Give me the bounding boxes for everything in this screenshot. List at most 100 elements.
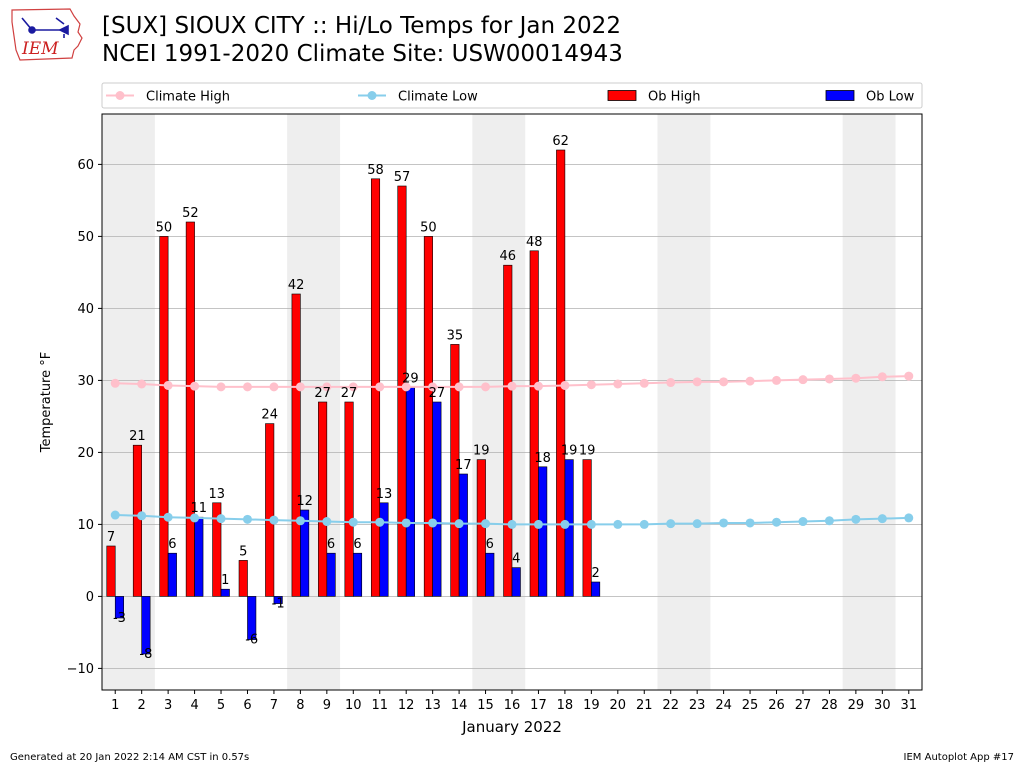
legend-label: Ob Low — [866, 90, 915, 105]
ob-high-bar — [344, 401, 354, 597]
climate-high-point — [348, 382, 358, 392]
y-tick-label: 10 — [77, 518, 94, 533]
x-tick-label: 5 — [217, 698, 225, 713]
ob-low-label: 19 — [561, 444, 578, 459]
climate-low-point — [295, 516, 305, 526]
climate-high-point — [904, 371, 914, 381]
climate-low-point — [666, 519, 676, 529]
ob-low-label: 27 — [429, 386, 446, 401]
climate-low-point — [613, 519, 623, 529]
climate-low-point — [586, 519, 596, 529]
ob-high-label: 52 — [182, 206, 199, 221]
weekend-shading — [102, 114, 896, 690]
climate-low-point — [348, 517, 358, 527]
ob-low-label: 12 — [296, 494, 313, 509]
ob-low-label: 4 — [512, 552, 520, 567]
ob-high-label: 21 — [129, 429, 146, 444]
climate-high-point — [613, 379, 623, 389]
x-tick-label: 20 — [610, 698, 627, 713]
climate-low-point — [322, 517, 332, 527]
climate-high-point — [533, 381, 543, 391]
climate-high-point — [163, 380, 173, 390]
ob-low-bar — [326, 552, 336, 597]
climate-low-point — [560, 519, 570, 529]
climate-low-point — [639, 519, 649, 529]
x-tick-label: 1 — [111, 698, 119, 713]
ob-high-bar — [476, 459, 486, 597]
logo-text: IEM — [21, 39, 59, 59]
ob-low-label: 17 — [455, 458, 472, 473]
ob-high-label: 24 — [261, 408, 278, 423]
climate-high-point — [877, 372, 887, 382]
climate-high-point — [481, 382, 491, 392]
climate-high-point — [242, 382, 252, 392]
ob-high-bar — [132, 444, 142, 597]
ob-low-label: -3 — [113, 611, 126, 626]
climate-high-point — [824, 374, 834, 384]
climate-high-point — [666, 378, 676, 388]
ob-low-label: 18 — [534, 451, 551, 466]
ob-high-bar — [212, 502, 222, 597]
x-tick-label: 3 — [164, 698, 172, 713]
x-tick-label: 14 — [451, 698, 468, 713]
ob-low-bar — [352, 552, 363, 597]
climate-low-point — [533, 519, 543, 529]
ob-high-label: 46 — [499, 249, 516, 264]
x-tick-label: 31 — [901, 698, 918, 713]
ob-high-bar — [291, 293, 301, 597]
bars — [106, 149, 601, 655]
ob-low-bar — [538, 466, 548, 597]
legend-marker-swatch — [115, 91, 125, 100]
y-tick-label: 0 — [86, 590, 94, 605]
ob-low-bar — [458, 473, 468, 597]
weekend-shade — [472, 114, 526, 690]
ob-high-label: 5 — [239, 544, 247, 559]
ob-low-bar — [591, 581, 601, 597]
climate-low-point — [692, 519, 702, 529]
ob-low-bar — [114, 596, 124, 619]
ob-low-bar — [141, 596, 151, 655]
x-tick-label: 23 — [689, 698, 706, 713]
climate-high-point — [851, 373, 861, 383]
ob-low-label: 29 — [402, 372, 419, 387]
ob-low-label: 2 — [591, 566, 599, 581]
climate-low-point — [428, 518, 438, 528]
generated-note: Generated at 20 Jan 2022 2:14 AM CST in … — [10, 752, 250, 763]
climate-high-point — [375, 382, 385, 392]
climate-high-point — [190, 381, 200, 391]
ob-low-label: 6 — [168, 537, 176, 552]
ob-low-label: 6 — [327, 537, 335, 552]
climate-high-point — [586, 380, 596, 390]
climate-low-point — [798, 517, 808, 527]
legend-label: Ob High — [648, 90, 701, 105]
iowa-state-outline-icon — [11, 8, 83, 61]
climate-high-point — [798, 375, 808, 385]
ob-low-label: -1 — [272, 597, 285, 612]
y-tick-label: 40 — [77, 302, 94, 317]
ob-high-label: 19 — [579, 444, 596, 459]
x-tick-label: 17 — [530, 698, 547, 713]
ob-high-label: 62 — [552, 134, 569, 149]
climate-high-point — [269, 382, 279, 392]
x-tick-label: 27 — [795, 698, 812, 713]
climate-high-point — [322, 382, 332, 392]
climate-low-point — [137, 511, 147, 521]
ob-high-bar — [106, 545, 116, 597]
climate-high-line — [115, 375, 909, 388]
ob-low-bar — [167, 552, 177, 597]
climate-high-point — [428, 382, 438, 392]
ob-high-bar — [318, 401, 328, 597]
ob-low-bar — [300, 509, 310, 597]
weekend-shade — [102, 114, 155, 690]
x-tick-label: 22 — [662, 698, 679, 713]
climate-high-point — [772, 375, 782, 385]
legend-box — [101, 82, 923, 109]
ob-low-bar — [220, 588, 230, 597]
ob-high-label: 27 — [314, 386, 331, 401]
ob-low-label: 6 — [486, 537, 494, 552]
climate-low-line — [115, 514, 909, 526]
ob-high-label: 27 — [341, 386, 358, 401]
ob-low-bar — [564, 459, 574, 597]
climate-high-point — [216, 382, 226, 392]
ob-low-bar — [432, 401, 442, 597]
